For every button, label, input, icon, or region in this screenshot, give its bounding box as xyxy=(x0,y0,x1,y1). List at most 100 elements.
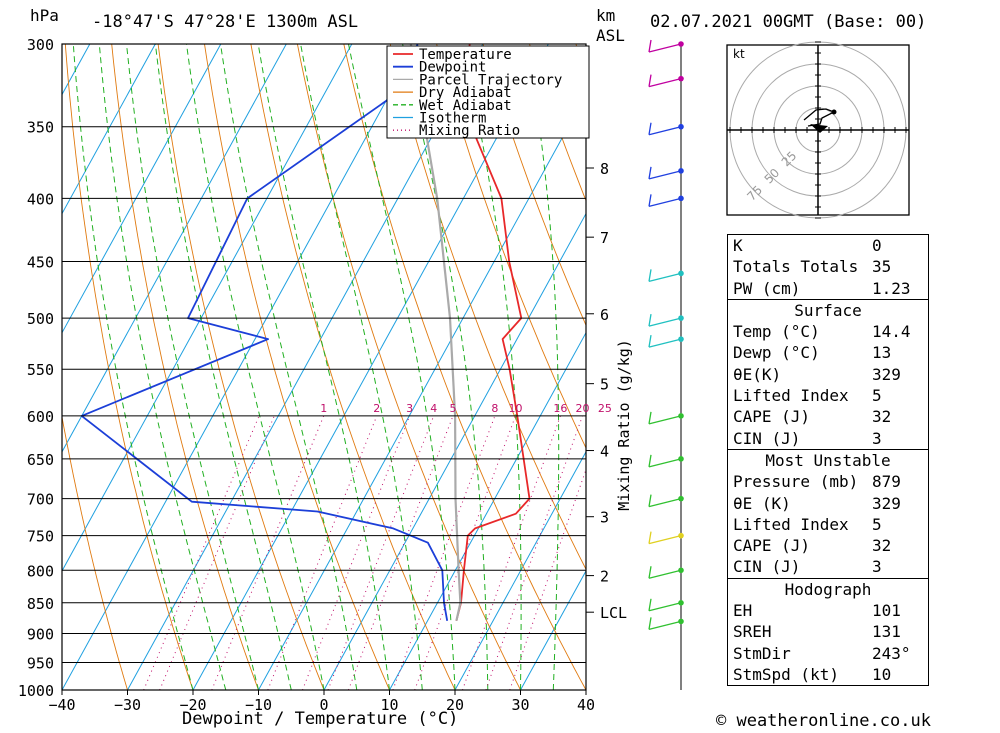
datetime-title: 02.07.2021 00GMT (Base: 00) xyxy=(650,12,927,32)
wind-barb xyxy=(648,317,682,327)
wind-barb-flag xyxy=(648,335,652,348)
surface-row: CAPE (J) 32 xyxy=(733,407,892,427)
mixing-ratio-labels: 1 2 3 4 5 8 10 16 20 25 xyxy=(320,402,612,415)
pressure-unit-label: hPa xyxy=(30,6,59,25)
temp-tick-label: 20 xyxy=(446,696,464,714)
wind-barb xyxy=(648,126,682,136)
wind-barb-flag xyxy=(648,122,652,135)
wind-level-dot xyxy=(678,123,684,130)
isotherm-line xyxy=(62,44,156,215)
wind-level-dot xyxy=(678,75,684,82)
dry-adiabat-line xyxy=(204,44,390,690)
temp-tick-label: 40 xyxy=(577,696,595,714)
pressure-tick-label: 900 xyxy=(27,625,54,643)
wet-adiabat-line xyxy=(402,44,489,690)
temp-tick-label: 10 xyxy=(380,696,398,714)
wind-barb xyxy=(648,338,682,348)
hodograph-stats-section: Hodograph EH 101 SREH 131 StmDir 243° StmSp… xyxy=(728,577,928,685)
dry-adiabat-line xyxy=(296,44,521,690)
hodo-row: SREH 131 xyxy=(733,622,901,642)
hodo-row: EH 101 xyxy=(733,601,901,621)
wind-barb-flag xyxy=(648,598,652,611)
legend-entry-label: Dewpoint xyxy=(419,60,486,76)
temp-tick-label: 0 xyxy=(319,696,328,714)
index-totals: Totals Totals 35 xyxy=(733,257,892,277)
km-tick-label: 7 xyxy=(600,229,609,247)
mixing-ratio-line xyxy=(485,415,583,690)
km-label: km xyxy=(596,6,616,25)
wet-adiabat-line xyxy=(154,44,292,690)
hodograph-unit-label: kt xyxy=(733,47,745,61)
series-line-temperature xyxy=(455,44,531,622)
wind-barb xyxy=(648,602,682,612)
wind-profile xyxy=(648,39,684,690)
mixing-ratio-line xyxy=(509,468,586,690)
dry-adiabat-line xyxy=(157,44,325,690)
hodo-row: StmSpd (kt) 10 xyxy=(733,664,892,684)
isotherm-line xyxy=(62,44,418,690)
hodograph-point xyxy=(831,109,837,115)
dry-adiabat-line xyxy=(994,44,1000,690)
mixing-ratio-line xyxy=(462,415,561,690)
wet-adiabat-line xyxy=(257,44,390,690)
km-tick-label: 5 xyxy=(600,376,609,394)
surface-row: θE(K) 329 xyxy=(733,364,901,384)
dry-adiabat-line xyxy=(436,44,586,450)
mu-row: Lifted Index 5 xyxy=(733,514,882,534)
temp-tick-label: −30 xyxy=(114,696,141,714)
wind-barb-flag xyxy=(648,39,652,53)
wind-barb xyxy=(648,197,682,207)
pressure-tick-label: 750 xyxy=(27,528,54,546)
wet-adiabat-line xyxy=(98,44,227,690)
km-tick-label: 8 xyxy=(600,160,609,178)
isotherm-line xyxy=(192,44,549,690)
pressure-tick-label: 550 xyxy=(27,361,54,379)
wet-adiabat-line xyxy=(220,44,358,690)
mixing-ratio-tick-label: 2 xyxy=(373,402,380,415)
x-axis-label: Dewpoint / Temperature (°C) xyxy=(182,709,459,729)
mixing-ratio-line xyxy=(347,415,454,690)
wind-barb-flag xyxy=(648,566,652,579)
mixing-ratio-tick-label: 5 xyxy=(449,402,456,415)
legend-entry-label: Dry Adiabat xyxy=(419,85,512,101)
storm-motion-marker xyxy=(810,124,828,133)
pressure-tick-label: 1000 xyxy=(18,682,54,700)
temp-tick-label: −40 xyxy=(48,696,75,714)
pressure-tick-label: 700 xyxy=(27,491,54,509)
mixing-ratio-line xyxy=(327,415,435,690)
wind-barb-flag xyxy=(648,531,652,544)
most-unstable-title: Most Unstable xyxy=(765,450,891,470)
mixing-ratio-tick-label: 25 xyxy=(598,402,612,415)
temp-tick-label: −20 xyxy=(179,696,206,714)
isotherm-line xyxy=(454,450,586,690)
surface-section: Surface Temp (°C) 14.4 Dewp (°C) 13 θE(K) 3… xyxy=(728,298,928,449)
wind-barb xyxy=(648,497,682,508)
wet-adiabat-line xyxy=(72,44,194,690)
legend-entry-label: Mixing Ratio xyxy=(419,123,520,139)
mu-row: CAPE (J) 32 xyxy=(733,536,892,556)
wet-adiabat-line xyxy=(126,44,259,690)
legend-entry-label: Isotherm xyxy=(419,111,486,127)
wind-barb xyxy=(648,415,682,425)
wind-barb-flag xyxy=(648,166,652,179)
dry-adiabat-line xyxy=(947,44,1000,690)
legend-entry-label: Parcel Trajectory xyxy=(419,72,562,88)
temp-tick-label: −10 xyxy=(245,696,272,714)
wet-adiabat-line xyxy=(585,680,586,690)
mixing-ratio-line xyxy=(267,415,378,690)
mixing-ratio-tick-label: 8 xyxy=(491,402,498,415)
wet-adiabat-line xyxy=(462,44,522,690)
mu-row: θE (K) 329 xyxy=(733,493,901,513)
series-line-parcel-trajectory xyxy=(409,44,462,622)
wind-barb xyxy=(648,620,682,631)
pressure-tick-label: 950 xyxy=(27,654,54,672)
wind-barb-flag xyxy=(648,617,652,630)
surface-row: Lifted Index 5 xyxy=(733,386,882,406)
legend-box xyxy=(386,45,590,139)
isotherm-line xyxy=(127,44,484,690)
pressure-tick-label: 850 xyxy=(27,595,54,613)
